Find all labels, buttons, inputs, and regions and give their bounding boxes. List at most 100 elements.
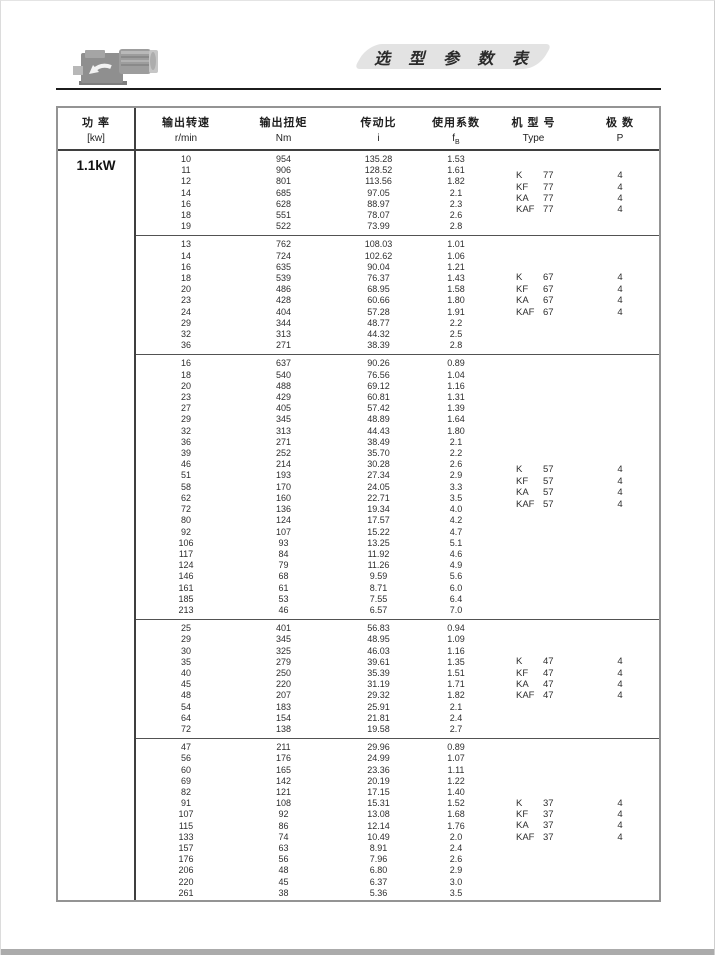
cell-output-torque: 313 — [275, 425, 292, 436]
cell-output-speed: 29 — [180, 414, 191, 425]
table-row: 23 428 60.66 1.80 — [136, 295, 659, 306]
table-body: 1.1kW 10 954 135.28 1.53 11 906 128.52 1… — [58, 151, 659, 900]
cell-transmission-ratio: 57.28 — [367, 306, 390, 317]
cell-service-factor: 2.0 — [449, 831, 463, 842]
model-prefix: KAF — [516, 498, 535, 510]
cell-output-speed: 133 — [178, 831, 194, 842]
cell-transmission-ratio: 9.59 — [369, 571, 388, 582]
cell-output-torque: 176 — [275, 753, 292, 764]
cell-service-factor: 1.91 — [447, 306, 465, 317]
table-row: 40 250 35.39 1.51 — [136, 668, 659, 679]
cell-transmission-ratio: 5.36 — [369, 887, 388, 898]
cell-transmission-ratio: 8.71 — [369, 582, 388, 593]
col-header-type: 机 型 号 Type — [486, 108, 581, 149]
cell-transmission-ratio: 35.70 — [367, 448, 390, 459]
model-type-list: K 67 KF 67 KA 67 KAF 67 — [486, 273, 581, 319]
cell-output-speed: 72 — [180, 504, 191, 515]
col-header-speed-unit: r/min — [174, 133, 198, 144]
table-row: 14 724 102.62 1.06 — [136, 251, 659, 262]
cell-output-torque: 906 — [275, 165, 292, 176]
model-prefix: K — [516, 797, 523, 809]
table-row: 185 53 7.55 6.4 — [136, 594, 659, 605]
cell-output-torque: 429 — [275, 392, 292, 403]
table-row: 220 45 6.37 3.0 — [136, 877, 659, 888]
cell-service-factor: 1.22 — [447, 775, 465, 786]
cell-output-speed: 25 — [180, 623, 191, 634]
cell-service-factor: 3.0 — [449, 876, 463, 887]
cell-output-torque: 138 — [275, 723, 292, 734]
cell-output-torque: 86 — [278, 820, 289, 831]
cell-output-torque: 38 — [278, 887, 289, 898]
model-size: 77 — [543, 181, 554, 193]
cell-output-torque: 954 — [275, 154, 292, 164]
table-row: 11 906 128.52 1.61 — [136, 165, 659, 176]
model-type: KF 47 — [516, 668, 581, 679]
cell-transmission-ratio: 60.66 — [367, 295, 390, 306]
table-row: 48 207 29.32 1.82 — [136, 690, 659, 701]
cell-output-speed: 176 — [178, 854, 194, 865]
pole-count: 4 — [617, 656, 623, 668]
model-size: 77 — [543, 170, 554, 182]
cell-output-speed: 72 — [180, 723, 191, 734]
model-type: KA 37 — [516, 821, 581, 832]
table-row: 115 86 12.14 1.76 — [136, 821, 659, 832]
cell-output-speed: 45 — [180, 679, 191, 690]
header-divider — [56, 88, 661, 90]
pole-count: 4 — [617, 690, 623, 702]
cell-transmission-ratio: 97.05 — [367, 187, 390, 198]
cell-service-factor: 4.9 — [449, 560, 463, 571]
cell-output-speed: 64 — [180, 712, 191, 723]
cell-output-speed: 14 — [180, 250, 191, 261]
cell-transmission-ratio: 15.31 — [367, 798, 390, 809]
model-size: 57 — [543, 498, 554, 510]
cell-output-speed: 58 — [180, 481, 191, 492]
cell-service-factor: 1.52 — [447, 798, 465, 809]
cell-output-speed: 14 — [180, 187, 191, 198]
cell-transmission-ratio: 17.15 — [367, 786, 390, 797]
model-size: 47 — [543, 656, 554, 668]
table-row: 27 405 57.42 1.39 — [136, 403, 659, 414]
col-header-poles-unit: P — [616, 133, 624, 144]
cell-output-speed: 24 — [180, 306, 191, 317]
factor-symbol: f — [452, 133, 456, 144]
group-rows: 16 637 90.26 0.89 18 540 76.56 1.04 20 4… — [136, 358, 659, 616]
cell-output-speed: 261 — [178, 887, 194, 898]
model-size: 47 — [543, 679, 554, 691]
model-prefix: KF — [516, 475, 529, 487]
cell-service-factor: 1.80 — [447, 425, 465, 436]
table-row: 69 142 20.19 1.22 — [136, 776, 659, 787]
col-header-ratio: 传动比 i — [331, 108, 426, 149]
table-row: 24 404 57.28 1.91 — [136, 307, 659, 318]
table-row: 157 63 8.91 2.4 — [136, 843, 659, 854]
table-row: 146 68 9.59 5.6 — [136, 571, 659, 582]
cell-output-speed: 47 — [180, 742, 191, 753]
cell-service-factor: 3.5 — [449, 492, 463, 503]
table-row: 30 325 46.03 1.16 — [136, 646, 659, 657]
model-type: KAF 37 — [516, 832, 581, 843]
col-header-service-factor: 使用系数 fB — [426, 108, 486, 149]
model-type: KF 67 — [516, 284, 581, 295]
cell-service-factor: 2.7 — [449, 723, 463, 734]
cell-service-factor: 1.16 — [447, 645, 465, 656]
cell-service-factor: 6.0 — [449, 582, 463, 593]
model-type: KF 57 — [516, 476, 581, 487]
cell-output-speed: 12 — [180, 176, 191, 187]
cell-service-factor: 2.6 — [449, 459, 463, 470]
model-prefix: KF — [516, 809, 529, 821]
table-row: 62 160 22.71 3.5 — [136, 493, 659, 504]
cell-transmission-ratio: 6.57 — [369, 604, 388, 615]
cell-output-torque: 401 — [275, 623, 292, 634]
cell-output-speed: 62 — [180, 492, 191, 503]
cell-service-factor: 2.2 — [449, 448, 463, 459]
cell-output-torque: 84 — [278, 548, 289, 559]
cell-transmission-ratio: 31.19 — [367, 679, 390, 690]
cell-output-torque: 74 — [278, 831, 289, 842]
cell-transmission-ratio: 13.25 — [367, 537, 390, 548]
cell-transmission-ratio: 57.42 — [367, 403, 390, 414]
cell-service-factor: 2.1 — [449, 701, 463, 712]
cell-output-torque: 121 — [275, 786, 292, 797]
table-row: 19 522 73.99 2.8 — [136, 221, 659, 232]
table-row: 39 252 35.70 2.2 — [136, 448, 659, 459]
cell-transmission-ratio: 30.28 — [367, 459, 390, 470]
cell-output-torque: 193 — [275, 470, 292, 481]
